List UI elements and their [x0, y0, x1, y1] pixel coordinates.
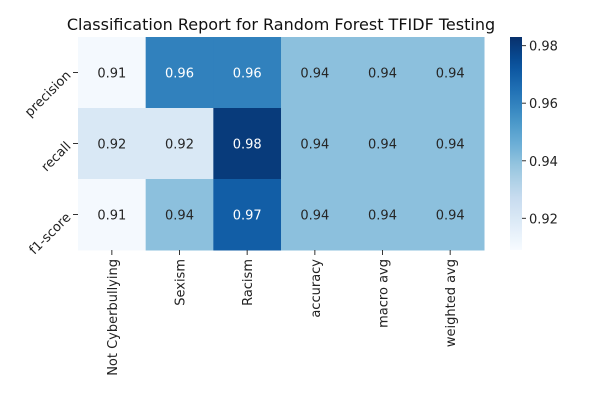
cell-value-label: 0.94 — [368, 67, 397, 82]
heatmap-cell — [213, 108, 282, 180]
colorbar-tick-label: 0.96 — [529, 97, 558, 112]
column-tick-label: Not Cyberbullying — [106, 259, 121, 376]
heatmap-cell — [78, 37, 147, 109]
cell-value-label: 0.91 — [97, 209, 126, 224]
cell-value-label: 0.94 — [300, 67, 329, 82]
heatmap-cell — [145, 37, 214, 109]
heatmap-cell — [348, 179, 417, 251]
heatmap-cell — [416, 108, 485, 180]
colorbar-tick-label: 0.98 — [529, 40, 558, 55]
heatmap-cell — [416, 179, 485, 251]
heatmap-cells: 0.91 0.96 0.96 0.94 0.94 0.94 0.92 0.92 0.98 0.94… — [78, 37, 485, 251]
cell-value-label: 0.97 — [233, 209, 262, 224]
heatmap-cell — [145, 179, 214, 251]
cell-value-label: 0.94 — [165, 209, 194, 224]
heatmap-cell — [281, 108, 350, 180]
cell-value-label: 0.92 — [97, 138, 126, 153]
heatmap-cell — [281, 179, 350, 251]
column-tick-label: accuracy — [309, 259, 324, 318]
colorbar-gradient — [510, 37, 522, 250]
row-tick-label: f1-score — [27, 210, 75, 258]
cell-value-label: 0.94 — [368, 138, 397, 153]
cell-value-label: 0.94 — [368, 209, 397, 224]
heatmap-cell — [78, 108, 147, 180]
column-tick-labels: Not Cyberbullying Sexism Racism accuracy mac… — [106, 250, 459, 376]
cell-value-label: 0.96 — [165, 67, 194, 82]
row-tick-label: precision — [22, 68, 74, 120]
row-tick-label: recall — [39, 139, 75, 175]
cell-value-label: 0.94 — [300, 138, 329, 153]
heatmap-cell — [213, 37, 282, 109]
cell-value-label: 0.94 — [300, 209, 329, 224]
column-tick-label: Racism — [241, 259, 256, 306]
chart-title: Classification Report for Random Forest … — [67, 15, 495, 34]
cell-value-label: 0.94 — [436, 67, 465, 82]
heatmap-cell — [213, 179, 282, 251]
cell-value-label: 0.94 — [436, 138, 465, 153]
heatmap-cell — [281, 37, 350, 109]
colorbar-tick-label: 0.94 — [529, 155, 558, 170]
heatmap-cell — [348, 37, 417, 109]
colorbar: 0.92 0.94 0.96 0.98 — [510, 37, 558, 250]
cell-value-label: 0.92 — [165, 138, 194, 153]
heatmap-cell — [145, 108, 214, 180]
cell-value-label: 0.91 — [97, 67, 126, 82]
heatmap-cell — [348, 108, 417, 180]
column-tick-label: Sexism — [174, 259, 189, 306]
colorbar-tick-label: 0.92 — [529, 212, 558, 227]
row-tick-labels: precision recall f1-score — [22, 68, 78, 258]
cell-value-label: 0.98 — [233, 138, 262, 153]
cell-value-label: 0.96 — [233, 67, 262, 82]
column-tick-label: macro avg — [377, 259, 392, 328]
cell-value-label: 0.94 — [436, 209, 465, 224]
column-tick-label: weighted avg — [444, 259, 459, 347]
heatmap-cell — [78, 179, 147, 251]
heatmap-cell — [416, 37, 485, 109]
